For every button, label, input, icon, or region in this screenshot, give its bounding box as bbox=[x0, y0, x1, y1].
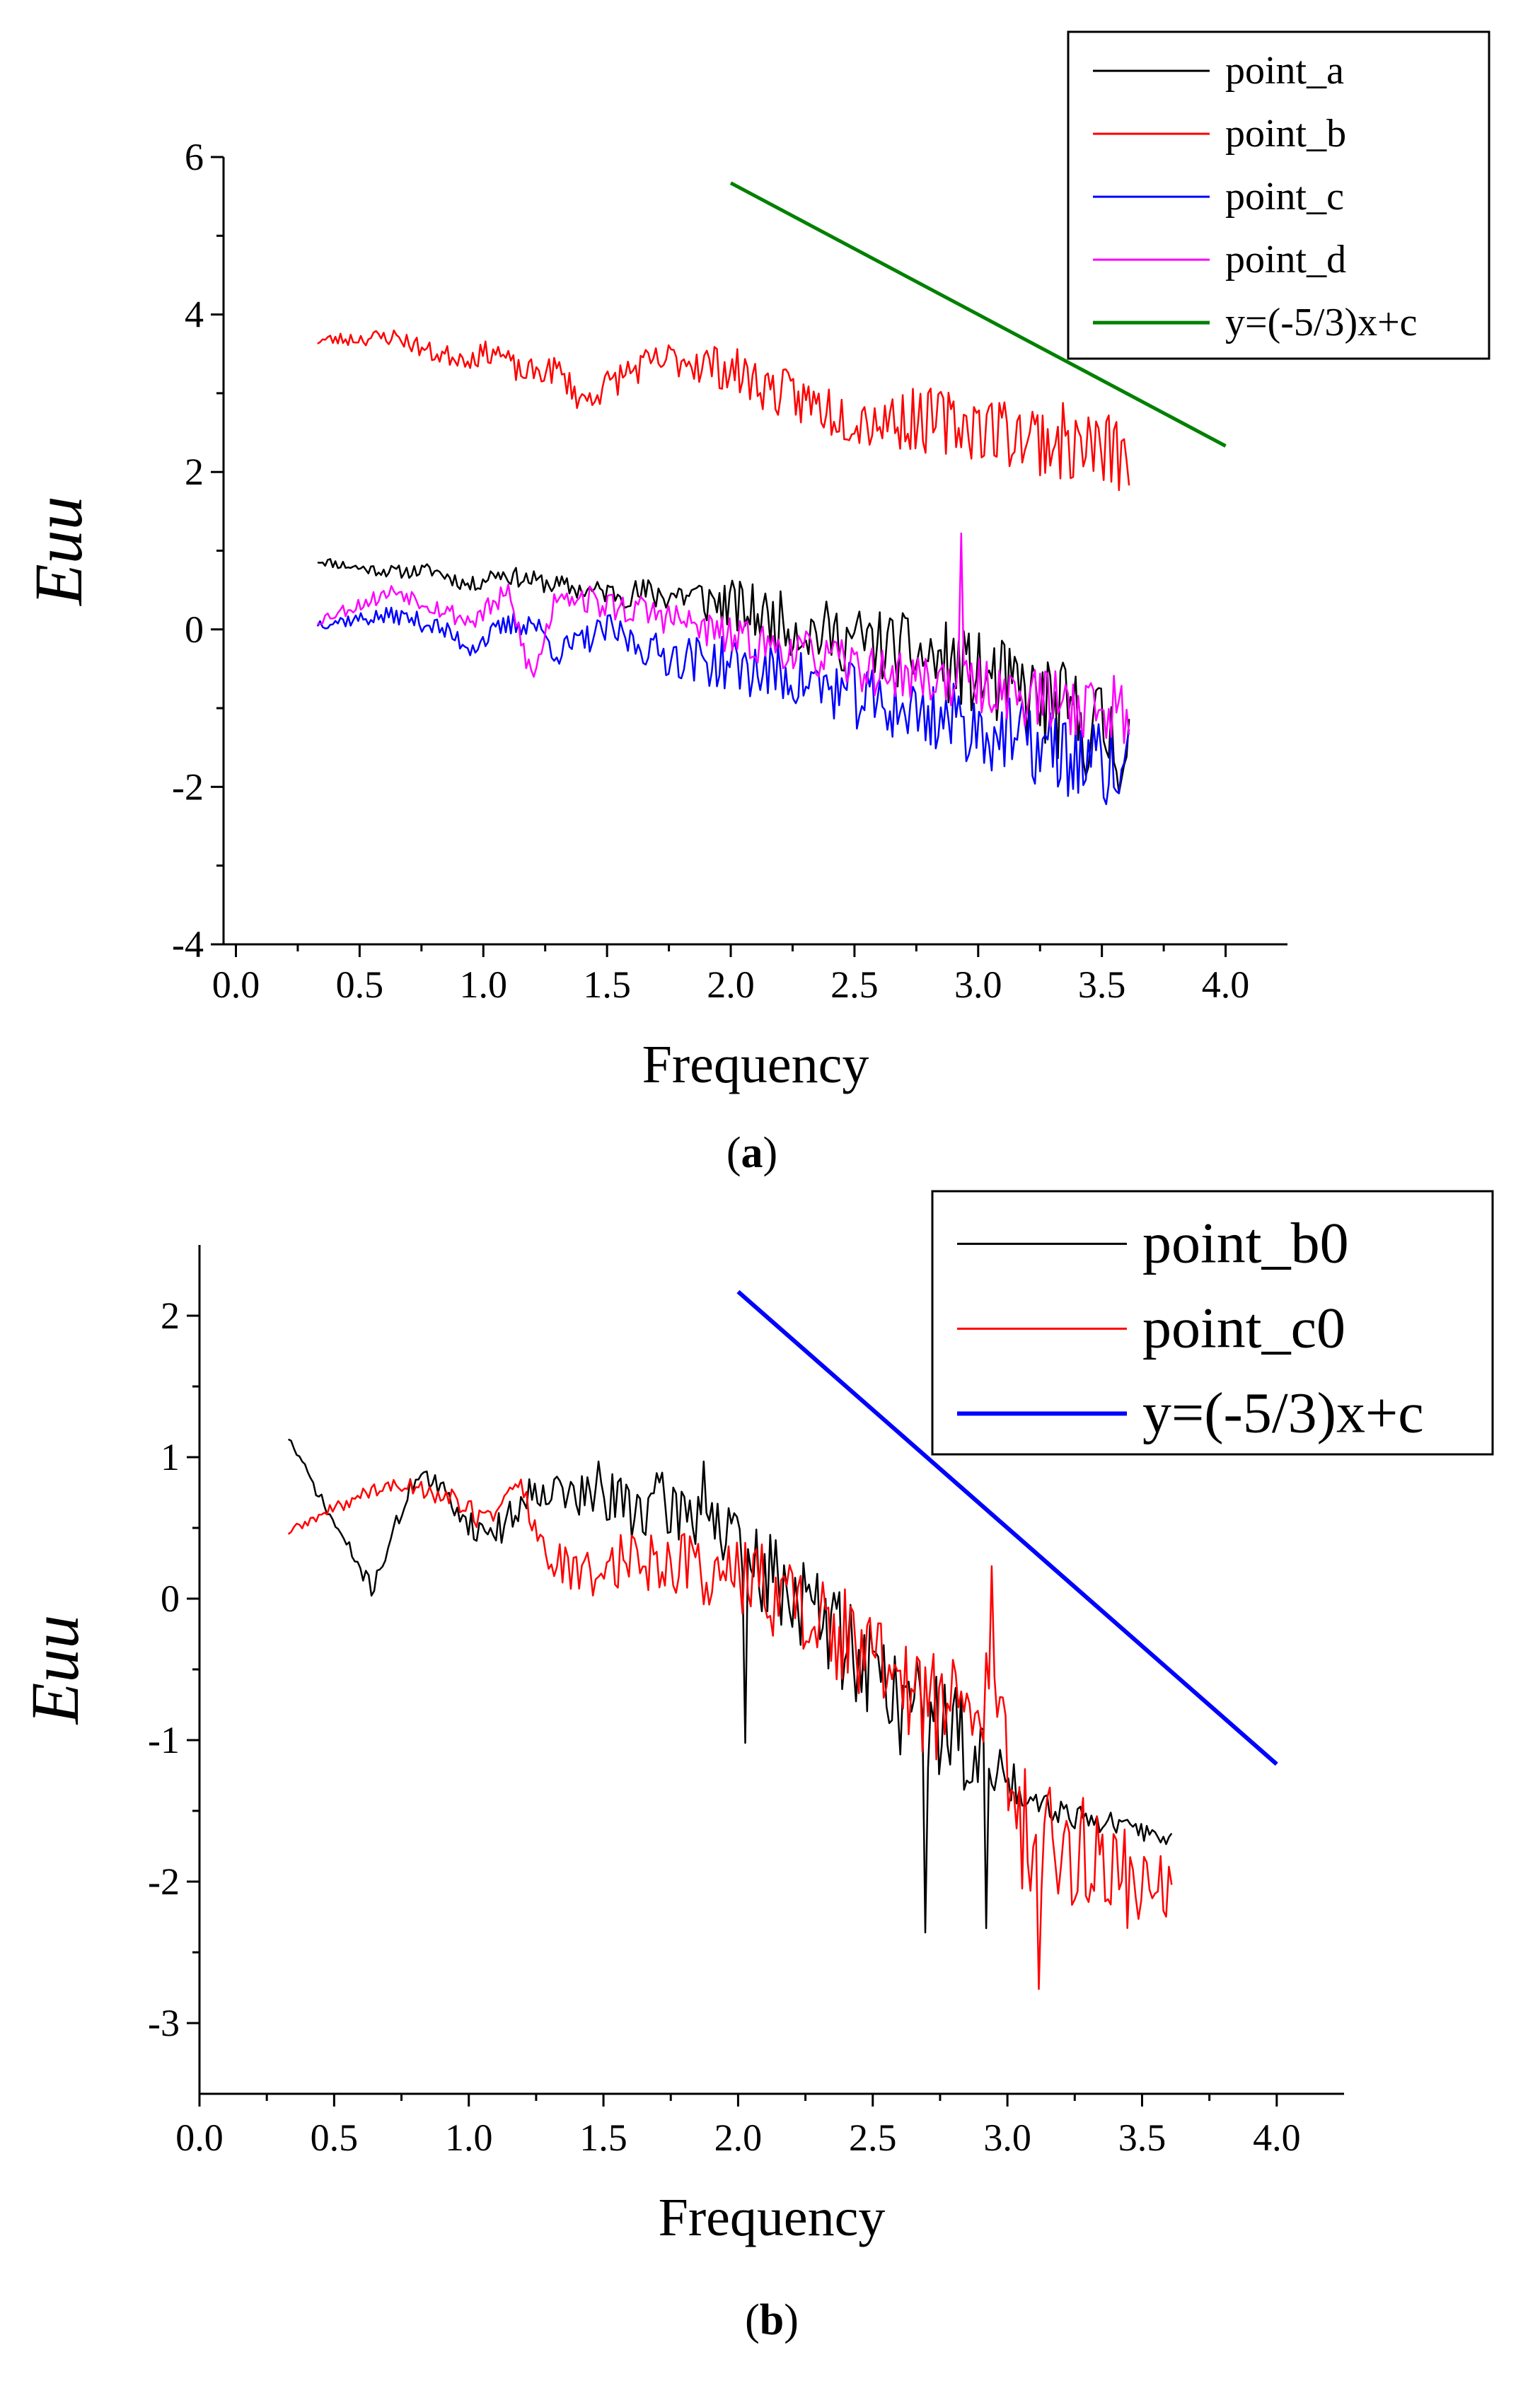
chart-b-ytick-label: 1 bbox=[161, 1436, 180, 1478]
chart-b-ytick-label: 2 bbox=[161, 1294, 180, 1337]
chart-b-ytick-label: 0 bbox=[161, 1577, 180, 1620]
chart-a-legend-label-4: y=(-5/3)x+c bbox=[1225, 301, 1418, 344]
chart-b-xtick-label: 2.5 bbox=[849, 2116, 897, 2159]
chart-b-legend-label-1: point_c0 bbox=[1142, 1295, 1345, 1360]
chart-b-xtick-label: 1.5 bbox=[579, 2116, 627, 2159]
chart-b-xtick-label: 0.5 bbox=[311, 2116, 359, 2159]
chart-b-ylabel: Euu bbox=[17, 1615, 93, 1726]
chart-a-caption-letter: a bbox=[741, 1129, 763, 1177]
chart-b-caption: (b) bbox=[745, 2296, 799, 2344]
chart-b-xlabel: Frequency bbox=[659, 2188, 886, 2247]
chart-b-series-0-line bbox=[288, 1438, 1173, 1934]
chart-b-legend-label-0: point_b0 bbox=[1142, 1210, 1349, 1275]
chart-panel-a: 0.0 0.5 1.0 1.5 2.0 2.5 3.0 3.5 4.0 -4 -2 0 2 4 6 Freq… bbox=[21, 30, 1490, 1177]
chart-a-xtick-label: 3.0 bbox=[954, 963, 1002, 1006]
chart-b-legend-label-2: y=(-5/3)x+c bbox=[1142, 1380, 1424, 1444]
chart-a-xtick-label: 1.0 bbox=[460, 963, 508, 1006]
chart-b-xtick-label: 4.0 bbox=[1253, 2116, 1301, 2159]
chart-a-series-2-line bbox=[316, 606, 1130, 806]
chart-a-ytick-label: -4 bbox=[172, 923, 204, 966]
chart-a-xtick-label: 2.0 bbox=[707, 963, 755, 1006]
chart-a-series-3-line bbox=[317, 532, 1130, 744]
chart-a-legend-label-3: point_d bbox=[1225, 238, 1346, 282]
chart-b-ytick-label: -2 bbox=[148, 1860, 180, 1903]
chart-a-xtick-label: 1.5 bbox=[583, 963, 631, 1006]
chart-a-ytick-label: -2 bbox=[172, 765, 204, 808]
chart-b-caption-letter: b bbox=[760, 2296, 784, 2344]
chart-a-ytick-label: 6 bbox=[185, 136, 204, 178]
chart-a-ytick-label: 0 bbox=[185, 608, 204, 651]
chart-a-legend-label-0: point_a bbox=[1225, 49, 1344, 93]
chart-a-legend-box bbox=[1067, 30, 1490, 360]
chart-a-caption-open: ( bbox=[726, 1129, 741, 1177]
chart-b-legend: point_b0 point_c0 y=(-5/3)x+c bbox=[931, 1190, 1494, 1456]
chart-a-legend-label-1: point_b bbox=[1225, 112, 1346, 156]
chart-a-caption-close: ) bbox=[763, 1129, 778, 1177]
chart-b-xtick-label: 3.0 bbox=[983, 2116, 1031, 2159]
chart-a-xtick-label: 0.5 bbox=[336, 963, 384, 1006]
chart-a-series-group bbox=[316, 181, 1227, 806]
chart-a-ytick-label: 4 bbox=[185, 294, 204, 336]
chart-a-series-1-line bbox=[317, 329, 1130, 492]
chart-b-xtick-label: 1.0 bbox=[445, 2116, 493, 2159]
chart-panel-b: 0.0 0.5 1.0 1.5 2.0 2.5 3.0 3.5 4.0 -3 -2 -1 0 1 2 Fre… bbox=[17, 1190, 1494, 2344]
chart-b-ytick-label: -3 bbox=[148, 2002, 180, 2044]
chart-b-legend-box bbox=[931, 1190, 1494, 1456]
chart-a-xtick-label: 4.0 bbox=[1202, 963, 1250, 1006]
chart-b-xtick-label: 0.0 bbox=[175, 2116, 224, 2159]
chart-b-caption-close: ) bbox=[784, 2296, 799, 2344]
chart-a-series-4-line bbox=[729, 181, 1227, 448]
chart-a-caption: (a) bbox=[726, 1129, 777, 1177]
chart-b-xtick-label: 2.0 bbox=[714, 2116, 763, 2159]
chart-a-legend-label-2: point_c bbox=[1225, 175, 1344, 219]
chart-a-xtick-label: 3.5 bbox=[1078, 963, 1126, 1006]
chart-b-caption-open: ( bbox=[745, 2296, 760, 2344]
chart-a-series-0-line bbox=[317, 558, 1130, 794]
chart-a-legend: point_a point_b point_c point_d y=(-5/3)x+c bbox=[1067, 30, 1490, 360]
chart-a-ytick-label: 2 bbox=[185, 451, 204, 493]
chart-a-xtick-label: 2.5 bbox=[830, 963, 879, 1006]
chart-b-ticks: 0.0 0.5 1.0 1.5 2.0 2.5 3.0 3.5 4.0 -3 -2 -1 0 1 2 bbox=[148, 1294, 1301, 2159]
chart-b-ytick-label: -1 bbox=[148, 1719, 180, 1761]
chart-a-xlabel: Frequency bbox=[642, 1035, 869, 1094]
chart-a-xtick-label: 0.0 bbox=[212, 963, 260, 1006]
chart-b-xtick-label: 3.5 bbox=[1118, 2116, 1166, 2159]
chart-b-series-2-line bbox=[736, 1290, 1278, 1766]
chart-a-ylabel: Euu bbox=[21, 496, 96, 607]
chart-a-ticks: 0.0 0.5 1.0 1.5 2.0 2.5 3.0 3.5 4.0 -4 -2 0 2 4 6 bbox=[172, 136, 1249, 1006]
chart-b-series-1-line bbox=[287, 1478, 1173, 1991]
chart-b-series-group bbox=[287, 1290, 1278, 1991]
